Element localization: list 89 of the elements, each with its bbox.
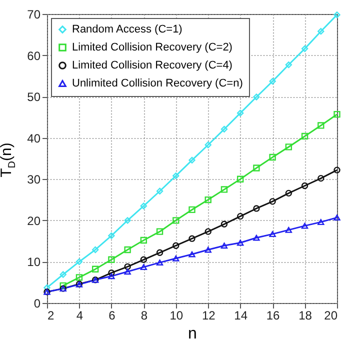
point bbox=[124, 263, 131, 270]
point bbox=[334, 11, 340, 18]
point bbox=[318, 174, 324, 182]
x-tick-label: 2 bbox=[48, 308, 54, 322]
point bbox=[188, 156, 196, 164]
point bbox=[269, 78, 276, 85]
point bbox=[269, 154, 276, 161]
point bbox=[124, 246, 131, 254]
x-tick-label: 10 bbox=[170, 308, 184, 322]
point bbox=[220, 220, 228, 228]
point bbox=[204, 142, 212, 148]
legend-label: Limited Collision Recovery (C=2) bbox=[72, 42, 232, 54]
point bbox=[172, 172, 180, 180]
x-tick-label: 14 bbox=[234, 308, 248, 322]
point bbox=[156, 249, 164, 256]
point bbox=[253, 164, 260, 172]
point bbox=[269, 231, 276, 238]
y-tick-label: 0 bbox=[34, 296, 41, 310]
point bbox=[140, 264, 148, 270]
point bbox=[301, 182, 308, 190]
point bbox=[236, 110, 244, 116]
point bbox=[156, 228, 164, 235]
point bbox=[253, 205, 260, 212]
y-tick-label: 10 bbox=[27, 255, 41, 270]
point bbox=[318, 28, 324, 35]
point bbox=[108, 232, 115, 240]
point bbox=[92, 246, 99, 254]
point bbox=[108, 256, 115, 263]
point bbox=[76, 274, 83, 281]
point bbox=[318, 219, 324, 226]
y-tick-label: 40 bbox=[27, 131, 41, 146]
point bbox=[253, 94, 260, 100]
point bbox=[204, 196, 212, 204]
point bbox=[188, 206, 196, 214]
point bbox=[44, 284, 50, 292]
point bbox=[334, 110, 340, 118]
point bbox=[236, 176, 244, 182]
point bbox=[108, 270, 115, 276]
legend-label: Random Access (C=1) bbox=[72, 24, 182, 36]
point bbox=[188, 251, 196, 258]
y-tick-label: 70 bbox=[27, 8, 41, 22]
point bbox=[172, 242, 180, 249]
legend-label: Unlimited Collision Recovery (C=n) bbox=[72, 78, 243, 90]
point bbox=[236, 240, 244, 246]
point bbox=[301, 45, 308, 52]
point bbox=[301, 132, 308, 140]
point bbox=[285, 144, 292, 150]
y-tick-label: 20 bbox=[27, 214, 41, 228]
x-axis-title: n bbox=[188, 326, 197, 342]
x-tick-label: 8 bbox=[140, 308, 148, 322]
point bbox=[204, 246, 212, 253]
point bbox=[236, 212, 244, 220]
point bbox=[140, 202, 148, 210]
point bbox=[220, 186, 228, 193]
point bbox=[334, 214, 340, 221]
point bbox=[108, 273, 115, 280]
point bbox=[204, 228, 212, 235]
point bbox=[124, 268, 131, 275]
y-tick-label: 50 bbox=[27, 90, 41, 104]
point bbox=[220, 242, 228, 249]
point bbox=[60, 271, 66, 278]
x-tick-label: 16 bbox=[266, 308, 280, 322]
point bbox=[253, 234, 260, 241]
point bbox=[269, 198, 276, 205]
x-tick-label: 20 bbox=[324, 308, 338, 322]
point bbox=[156, 260, 164, 266]
x-tick-label: 4 bbox=[76, 308, 84, 322]
x-tick-label: 12 bbox=[202, 308, 216, 322]
point bbox=[188, 235, 196, 242]
point bbox=[318, 122, 324, 129]
point bbox=[140, 256, 148, 263]
point bbox=[220, 126, 228, 133]
point bbox=[156, 188, 164, 194]
y-tick-label: 60 bbox=[27, 48, 41, 63]
x-tick-label: 18 bbox=[298, 308, 312, 322]
point bbox=[172, 255, 180, 262]
point bbox=[301, 222, 308, 229]
point bbox=[124, 217, 131, 224]
point bbox=[60, 282, 66, 289]
point bbox=[76, 258, 83, 266]
point bbox=[285, 61, 292, 68]
point bbox=[285, 226, 292, 233]
point bbox=[285, 190, 292, 197]
x-tick-label: 6 bbox=[108, 308, 116, 322]
legend-label: Limited Collision Recovery (C=4) bbox=[72, 60, 232, 72]
point bbox=[92, 266, 99, 272]
point bbox=[140, 236, 148, 244]
y-tick-label: 30 bbox=[27, 172, 41, 187]
point bbox=[172, 217, 180, 224]
